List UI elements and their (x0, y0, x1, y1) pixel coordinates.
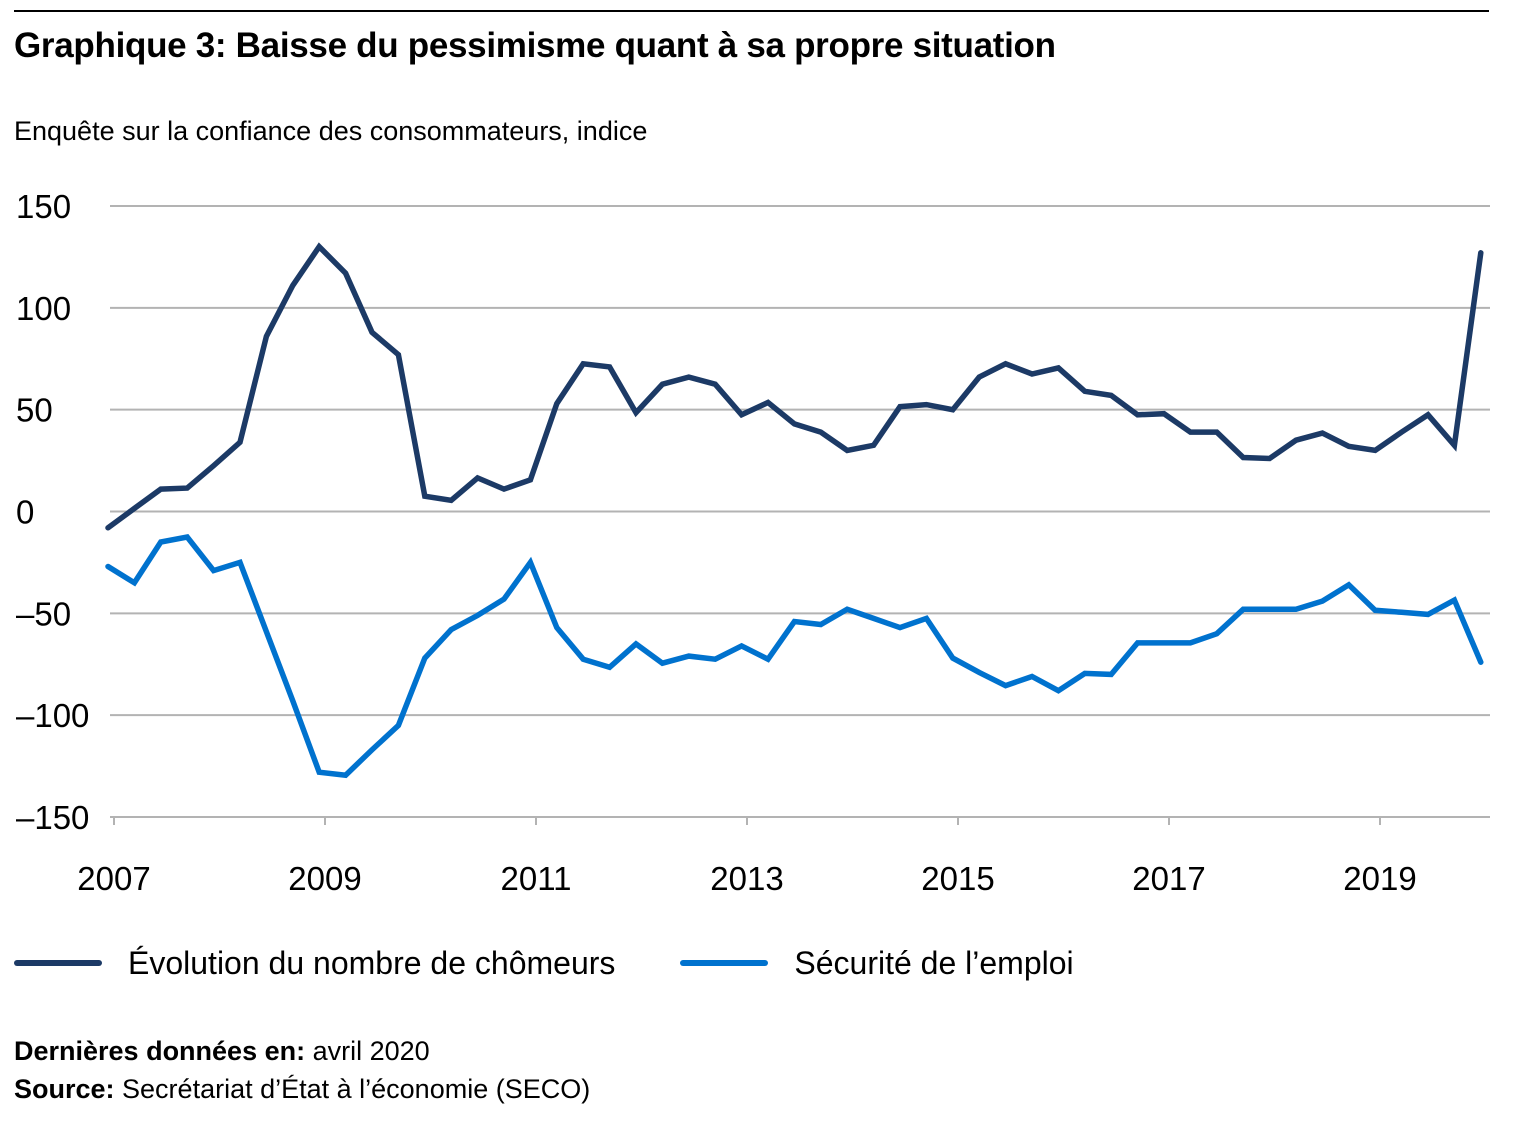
last-data-value: avril 2020 (305, 1036, 430, 1066)
y-tick-label: 150 (16, 188, 71, 225)
gridlines (110, 205, 1490, 818)
last-data-label: Dernières données en: (14, 1036, 306, 1066)
y-tick-label: 50 (16, 392, 53, 429)
x-tick-label: 2011 (501, 860, 572, 897)
x-axis: 2007 2009 2011 2013 2015 2017 2019 (77, 817, 1417, 897)
source-value: Secrétariat d’État à l’économie (SECO) (114, 1074, 591, 1104)
y-axis-tick-labels: 150 100 50 0 –50 –100 –150 (16, 188, 89, 836)
line-chart: 150 100 50 0 –50 –100 –150 2007 2009 2011 2013 201… (16, 188, 1490, 897)
series-lines (105, 242, 1484, 779)
legend-swatch-dark (14, 960, 102, 966)
y-tick-label: –150 (16, 799, 89, 836)
series-line-chomeurs (105, 242, 1484, 531)
legend-swatch-light (680, 960, 769, 966)
last-data-note: Dernières données en: avril 2020 (14, 1032, 590, 1070)
x-tick-label: 2017 (1132, 860, 1205, 897)
top-rule (14, 10, 1489, 12)
y-tick-label: –100 (16, 697, 89, 734)
source-label: Source: (14, 1074, 115, 1104)
legend-label: Évolution du nombre de chômeurs (128, 944, 616, 981)
y-tick-label: 0 (16, 494, 34, 531)
legend-item-chomeurs: Évolution du nombre de chômeurs (14, 945, 615, 982)
chart-title: Graphique 3: Baisse du pessimisme quant … (14, 26, 1056, 65)
chart-subtitle: Enquête sur la confiance des consommateu… (14, 116, 648, 146)
x-tick-label: 2013 (710, 860, 783, 897)
y-tick-label: –50 (16, 595, 71, 632)
x-tick-label: 2019 (1343, 860, 1416, 897)
series-line-securite-emploi (105, 533, 1484, 779)
x-tick-label: 2015 (921, 860, 994, 897)
legend-item-securite: Sécurité de l’emploi (680, 944, 1074, 982)
legend: Évolution du nombre de chômeurs Sécurité… (14, 940, 1139, 986)
x-tick-label: 2007 (77, 860, 150, 897)
x-tick-label: 2009 (288, 860, 361, 897)
footer-notes: Dernières données en: avril 2020 Source:… (14, 1032, 590, 1108)
source-note: Source: Secrétariat d’État à l’économie … (14, 1070, 590, 1108)
legend-label: Sécurité de l’emploi (794, 944, 1074, 981)
y-tick-label: 100 (16, 290, 71, 327)
